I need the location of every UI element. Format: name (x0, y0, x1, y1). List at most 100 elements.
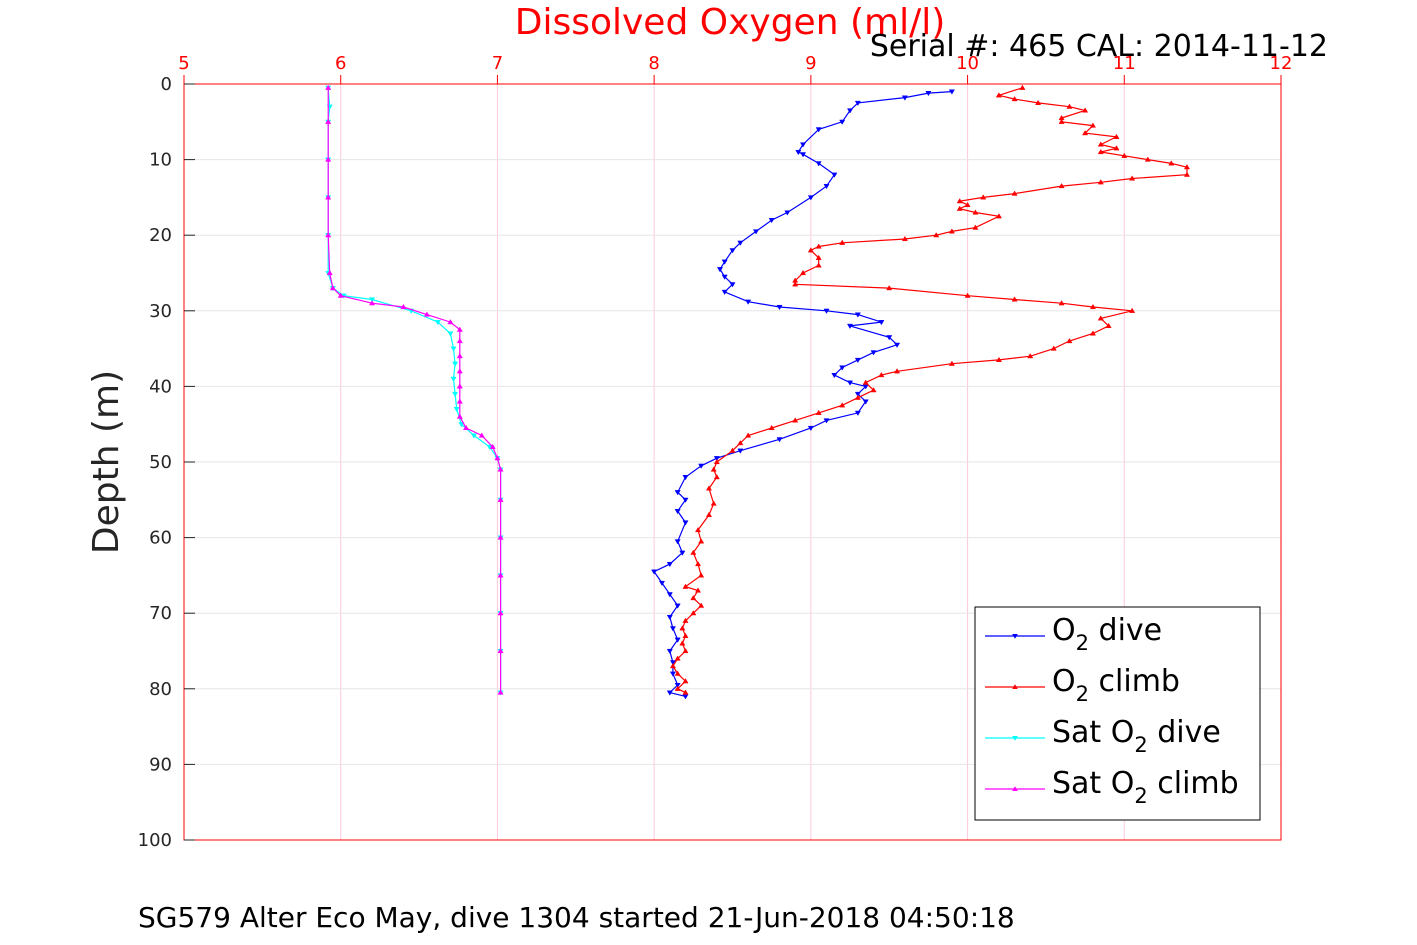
data-point (679, 640, 686, 646)
data-point (1113, 133, 1120, 139)
data-point (721, 274, 728, 280)
data-point (894, 368, 901, 374)
data-point (1097, 141, 1104, 147)
data-point (894, 342, 901, 348)
data-point (497, 647, 504, 654)
data-point (674, 682, 681, 689)
data-point (423, 311, 430, 317)
data-point (1105, 322, 1112, 328)
x-tick-label: 6 (335, 53, 346, 74)
legend-item-3: Sat O2 dive (985, 715, 1221, 757)
data-point (682, 583, 689, 589)
data-point (1129, 175, 1136, 181)
data-point (823, 418, 830, 424)
data-point (674, 603, 681, 609)
data-point (1050, 345, 1057, 351)
data-point (925, 91, 932, 97)
data-point (799, 142, 807, 148)
data-point (456, 413, 463, 419)
data-point (682, 475, 689, 481)
data-point (995, 92, 1002, 98)
y-tick-label: 50 (149, 452, 172, 473)
x-ticks: 5 6 7 8 9 10 11 12 (178, 53, 1292, 84)
y-tick-label: 20 (149, 225, 172, 246)
data-point (434, 320, 441, 326)
data-point (972, 224, 979, 230)
data-point (795, 149, 802, 156)
data-point (768, 424, 775, 431)
data-point (1113, 145, 1120, 151)
data-point (325, 118, 332, 124)
y-tick-label: 60 (149, 528, 172, 549)
data-point (1058, 182, 1065, 189)
data-point (494, 455, 501, 461)
data-point (792, 417, 799, 423)
x-tick-label: 11 (1113, 53, 1136, 74)
data-point (815, 254, 822, 260)
data-point (497, 572, 504, 578)
data-point (886, 285, 893, 291)
data-point (768, 218, 775, 224)
data-point (456, 353, 463, 359)
data-point (682, 647, 689, 654)
data-point (710, 500, 717, 506)
y-tick-label: 40 (149, 376, 172, 397)
data-point (325, 194, 332, 200)
data-point (823, 308, 830, 314)
data-point (325, 232, 332, 238)
data-point (690, 549, 697, 555)
data-point (674, 509, 681, 515)
series-4 (325, 84, 504, 695)
data-point (948, 228, 955, 234)
legend-label: Sat O2 climb (1052, 766, 1239, 808)
legend-swatch-marker (1012, 786, 1018, 791)
data-point (713, 458, 720, 465)
data-point (456, 398, 463, 404)
data-point (933, 232, 940, 238)
legend-label: Sat O2 dive (1052, 715, 1221, 757)
data-point (972, 209, 979, 215)
y-tick-label: 30 (149, 301, 172, 322)
data-point (497, 534, 504, 540)
data-point (815, 262, 822, 268)
data-point (815, 409, 822, 415)
data-point (1011, 296, 1018, 302)
data-point (682, 678, 689, 684)
data-point (886, 335, 893, 341)
data-point (682, 632, 689, 638)
data-point (713, 474, 720, 480)
data-point (1183, 171, 1191, 177)
x-tick-label: 9 (805, 53, 816, 74)
data-point (831, 172, 838, 178)
data-point (497, 466, 504, 472)
data-point (450, 376, 457, 382)
x-tick-label: 8 (648, 53, 659, 74)
y-tick-label: 10 (149, 150, 172, 171)
data-point (658, 580, 666, 587)
data-point (674, 670, 681, 676)
data-point (682, 617, 689, 623)
data-point (453, 407, 460, 413)
data-point (682, 497, 689, 503)
data-point (447, 331, 454, 337)
data-point (698, 538, 705, 544)
data-point (1058, 118, 1065, 124)
data-point (666, 690, 673, 696)
data-point (666, 648, 673, 655)
data-point (846, 323, 854, 330)
data-point (679, 625, 686, 631)
data-point (823, 183, 830, 190)
y-ticks: 0 10 20 30 40 50 60 70 80 90 100 (138, 74, 195, 851)
data-point (839, 365, 846, 371)
serial-cal-label: Serial #: 465 CAL: 2014-11-12 (870, 29, 1328, 64)
data-point (956, 205, 963, 211)
dive-caption: SG579 Alter Eco May, dive 1304 started 2… (138, 901, 1015, 934)
data-point (854, 410, 861, 416)
data-point (682, 694, 689, 700)
data-point (854, 391, 861, 398)
data-point (839, 402, 846, 408)
data-point (995, 356, 1002, 363)
data-point (964, 292, 971, 298)
data-point (784, 210, 791, 216)
y-tick-label: 0 (161, 74, 172, 95)
